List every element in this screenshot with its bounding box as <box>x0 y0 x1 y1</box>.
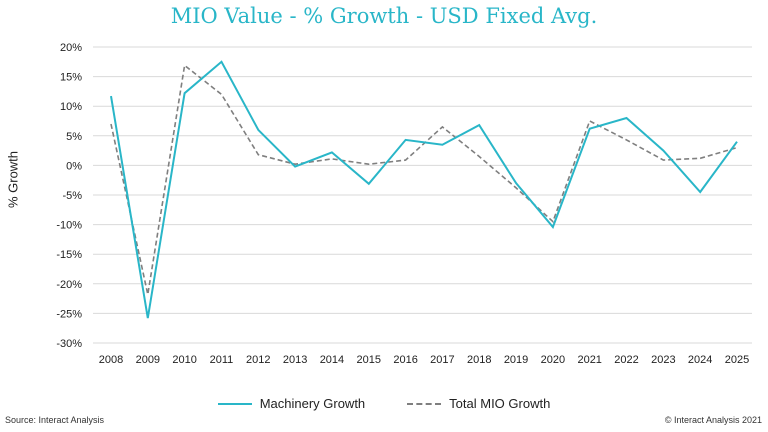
legend-label-total: Total MIO Growth <box>449 396 551 411</box>
x-tick-label: 2017 <box>430 354 454 366</box>
copyright-note: © Interact Analysis 2021 <box>664 415 762 425</box>
legend-label-machinery: Machinery Growth <box>259 396 366 411</box>
x-tick-label: 2012 <box>246 354 270 366</box>
x-tick-label: 2011 <box>210 354 234 366</box>
y-tick-label: 15% <box>60 72 82 84</box>
y-tick-label: -5% <box>62 190 82 202</box>
y-tick-label: -30% <box>56 338 82 350</box>
x-tick-label: 2021 <box>577 354 601 366</box>
y-tick-label: -25% <box>56 308 82 320</box>
y-tick-label: 10% <box>60 101 82 113</box>
x-tick-label: 2018 <box>467 354 491 366</box>
x-tick-label: 2015 <box>357 354 381 366</box>
series-line-machinery-growth <box>110 60 738 319</box>
x-tick-label: 2022 <box>614 354 638 366</box>
x-tick-label: 2020 <box>541 354 565 366</box>
x-tick-label: 2010 <box>172 354 196 366</box>
grid-lines <box>93 46 752 344</box>
y-tick-label: 0% <box>66 160 82 172</box>
x-tick-label: 2009 <box>136 354 160 366</box>
legend-dashed-line-icon <box>407 402 442 405</box>
legend-solid-line-icon <box>217 402 252 405</box>
y-tick-label: -20% <box>56 279 82 291</box>
y-tick-label: 20% <box>60 42 82 54</box>
x-tick-label: 2019 <box>504 354 528 366</box>
y-tick-label: 5% <box>66 131 82 143</box>
series-line-total-mio-growth <box>110 63 738 295</box>
y-tick-label: -10% <box>56 220 82 232</box>
x-tick-label: 2014 <box>320 354 344 366</box>
x-tick-label: 2023 <box>651 354 675 366</box>
legend-item-total: Total MIO Growth <box>407 396 550 411</box>
source-note: Source: Interact Analysis <box>5 415 105 425</box>
legend: Machinery Growth Total MIO Growth <box>0 396 768 411</box>
x-tick-label: 2013 <box>283 354 307 366</box>
x-tick-labels: 2008 2009 2010 2011 2012 2013 2014 2015 2016 2017… <box>99 354 749 366</box>
series-lines <box>110 60 738 319</box>
x-tick-label: 2025 <box>725 354 749 366</box>
x-tick-label: 2024 <box>688 354 712 366</box>
y-tick-labels: 20% 15% 10% 5% 0% -5% -10% -15% -20% -25% -30% <box>56 42 82 350</box>
y-tick-label: -15% <box>56 249 82 261</box>
x-tick-label: 2008 <box>99 354 123 366</box>
x-tick-label: 2016 <box>393 354 417 366</box>
legend-item-machinery: Machinery Growth <box>217 396 366 411</box>
chart-title: MIO Value - % Growth - USD Fixed Avg. <box>170 4 598 28</box>
